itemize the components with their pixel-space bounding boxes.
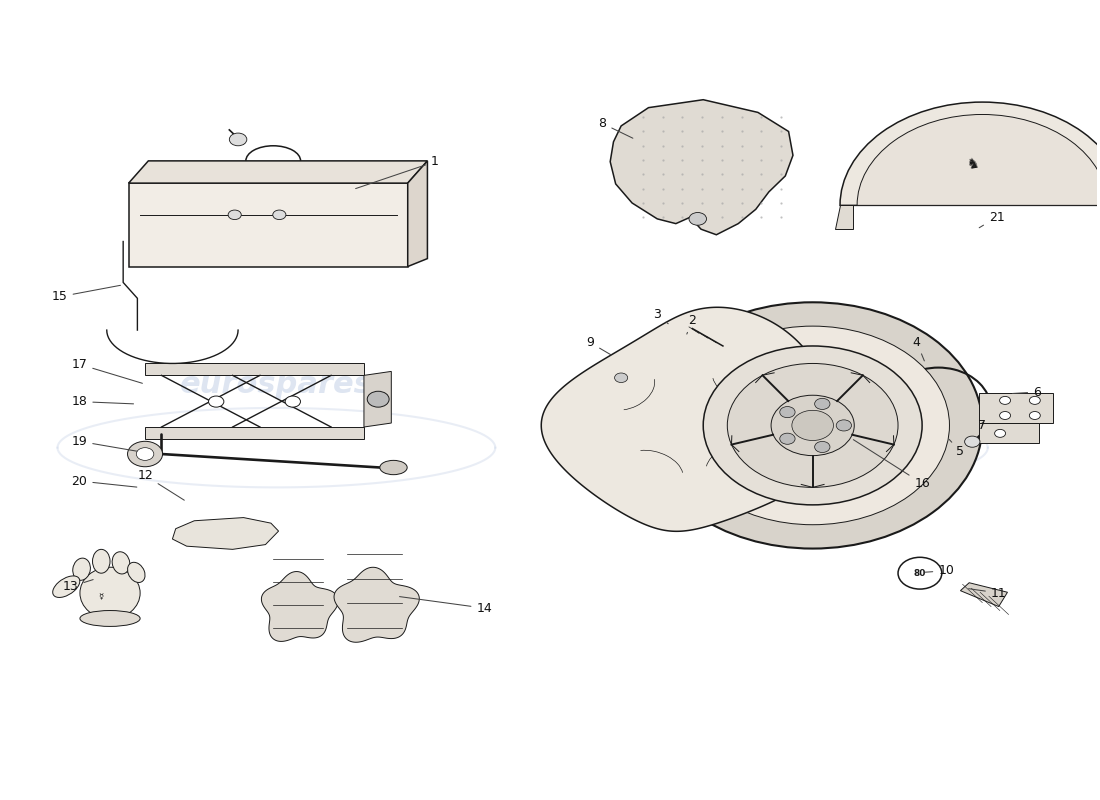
Circle shape: [727, 363, 898, 487]
FancyBboxPatch shape: [979, 393, 1054, 423]
Polygon shape: [610, 100, 793, 234]
Polygon shape: [364, 371, 392, 427]
Wedge shape: [857, 114, 1100, 206]
Text: 6: 6: [1012, 386, 1041, 398]
Polygon shape: [408, 161, 428, 266]
Circle shape: [898, 558, 942, 589]
Circle shape: [1030, 411, 1041, 419]
Text: 10: 10: [925, 564, 954, 578]
Text: 5: 5: [949, 439, 965, 458]
Circle shape: [209, 396, 224, 407]
Circle shape: [836, 420, 851, 431]
Circle shape: [815, 442, 830, 453]
Polygon shape: [541, 307, 833, 531]
Text: 21: 21: [979, 210, 1004, 228]
Text: 4: 4: [913, 335, 924, 361]
Circle shape: [1000, 397, 1011, 404]
Text: eurospares: eurospares: [672, 370, 866, 398]
Circle shape: [703, 346, 922, 505]
Circle shape: [965, 436, 980, 447]
Polygon shape: [173, 518, 278, 550]
Circle shape: [136, 448, 154, 460]
Text: 80: 80: [914, 569, 926, 578]
Circle shape: [792, 410, 834, 441]
Circle shape: [615, 373, 628, 382]
Circle shape: [994, 430, 1005, 438]
Polygon shape: [262, 571, 339, 642]
Text: 7: 7: [978, 419, 987, 432]
Text: 1: 1: [355, 155, 439, 189]
Circle shape: [1030, 397, 1041, 404]
Text: 17: 17: [72, 358, 142, 383]
Text: 2: 2: [686, 314, 696, 334]
Text: ☿: ☿: [99, 592, 103, 601]
Text: 19: 19: [72, 435, 136, 451]
Polygon shape: [979, 423, 1040, 443]
Ellipse shape: [80, 610, 140, 626]
Ellipse shape: [92, 550, 110, 573]
Text: 20: 20: [72, 474, 136, 487]
Circle shape: [780, 433, 795, 444]
Circle shape: [228, 210, 241, 219]
Polygon shape: [835, 206, 854, 229]
Ellipse shape: [128, 562, 145, 582]
Circle shape: [644, 302, 982, 549]
Text: 12: 12: [138, 469, 185, 500]
Polygon shape: [145, 427, 364, 439]
Text: 13: 13: [63, 579, 94, 593]
Ellipse shape: [73, 558, 90, 580]
Text: eurospares: eurospares: [180, 370, 373, 398]
Ellipse shape: [53, 576, 80, 598]
Circle shape: [1000, 411, 1011, 419]
Text: 9: 9: [586, 336, 612, 355]
Text: 3: 3: [653, 309, 668, 324]
Circle shape: [229, 133, 246, 146]
Ellipse shape: [80, 567, 140, 619]
FancyBboxPatch shape: [129, 183, 408, 266]
Circle shape: [675, 326, 949, 525]
Text: ♞: ♞: [966, 156, 981, 172]
Text: 8: 8: [598, 117, 632, 138]
Polygon shape: [334, 567, 419, 642]
Wedge shape: [840, 102, 1100, 206]
Text: 18: 18: [72, 395, 133, 408]
Circle shape: [285, 396, 300, 407]
Polygon shape: [129, 161, 428, 183]
Text: 14: 14: [399, 597, 492, 614]
Circle shape: [367, 391, 389, 407]
Text: 16: 16: [854, 440, 930, 490]
Circle shape: [771, 395, 855, 456]
Ellipse shape: [379, 460, 407, 474]
Circle shape: [815, 398, 830, 410]
Ellipse shape: [112, 552, 130, 574]
Polygon shape: [960, 582, 1008, 606]
Circle shape: [689, 213, 706, 226]
Circle shape: [891, 431, 906, 442]
Circle shape: [780, 406, 795, 418]
Polygon shape: [145, 363, 364, 375]
Circle shape: [273, 210, 286, 219]
Text: 15: 15: [52, 286, 120, 303]
Text: 11: 11: [969, 586, 1006, 599]
Circle shape: [128, 442, 163, 466]
